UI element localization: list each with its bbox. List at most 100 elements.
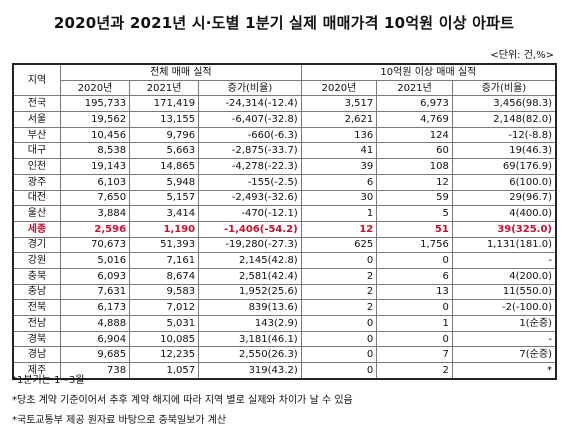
cell-region: 울산 [12, 205, 61, 222]
cell-bchg: -12(-8.8) [451, 126, 557, 144]
cell-a2020: 4,888 [59, 315, 131, 332]
table-body: 전국 195,733 171,419 -24,314(-12.4) 3,517 6,973… [12, 95, 557, 380]
cell-bchg: 1,131(181.0) [451, 236, 557, 254]
cell-a2020: 6,904 [59, 330, 131, 348]
cell-a2020: 7,650 [59, 189, 131, 207]
cell-bchg: 29(96.7) [451, 189, 557, 207]
cell-bchg: 39(325.0) [451, 220, 557, 238]
cell-b2021: 0 [376, 299, 453, 316]
header-group-1b: 10억원 이상 매매 실적 [300, 63, 557, 81]
cell-region: 충남 [12, 283, 61, 301]
cell-bchg: 1(순증) [451, 315, 557, 332]
cell-region: 전북 [12, 299, 61, 316]
cell-region: 충북 [12, 267, 61, 285]
cell-bchg: 2,148(82.0) [451, 111, 557, 128]
table-row: 대구 8,538 5,663 -2,875(-33.7) 41 60 19(46.3) [12, 142, 557, 160]
cell-b2020: 0 [300, 252, 378, 269]
table-row: 광주 6,103 5,948 -155(-2.5) 6 12 6(100.0) [12, 173, 557, 191]
note-period: *1분기는 1~3월 [12, 375, 85, 386]
cell-achg: -1,406(-54.2) [198, 220, 302, 238]
cell-a2021: 12,235 [129, 346, 200, 364]
cell-b2020: 3,517 [300, 95, 378, 113]
cell-region: 경북 [12, 330, 61, 348]
cell-a2021: 171,419 [129, 95, 200, 113]
cell-region: 경남 [12, 346, 61, 364]
cell-bchg: 4(400.0) [451, 205, 557, 222]
cell-b2020: 0 [300, 330, 378, 348]
cell-achg: -470(-12.1) [198, 205, 302, 222]
cell-a2021: 5,031 [129, 315, 200, 332]
table-row: 대전 7,650 5,157 -2,493(-32.6) 30 59 29(96.7) [12, 189, 557, 207]
cell-achg: 3,181(46.1) [198, 330, 302, 348]
header-all-2021: 2021년 [129, 79, 200, 97]
cell-region: 제주 [12, 362, 61, 380]
cell-a2020: 6,093 [59, 267, 131, 285]
cell-achg: 143(2.9) [198, 315, 302, 332]
cell-b2020: 0 [300, 346, 378, 364]
cell-b2020: 30 [300, 189, 378, 207]
table-row: 경남 9,685 12,235 2,550(26.3) 0 7 7(순증) [12, 346, 557, 364]
cell-a2021: 1,057 [129, 362, 200, 380]
cell-b2020: 625 [300, 236, 378, 254]
cell-a2021: 10,085 [129, 330, 200, 348]
cell-b2021: 2 [376, 362, 453, 380]
cell-bchg: 6(100.0) [451, 173, 557, 191]
cell-a2020: 70,673 [59, 236, 131, 254]
cell-bchg: 3,456(98.3) [451, 95, 557, 113]
document-title: 2020년과 2021년 시·도별 1분기 실제 매매가격 10억원 이상 아파… [53, 14, 515, 32]
cell-b2021: 1 [376, 315, 453, 332]
cell-achg: 1,952(25.6) [198, 283, 302, 301]
cell-b2020: 2 [300, 267, 378, 285]
cell-a2020: 6,103 [59, 173, 131, 191]
cell-a2020: 7,631 [59, 283, 131, 301]
cell-achg: -4,278(-22.3) [198, 158, 302, 175]
cell-region: 경기 [12, 236, 61, 254]
cell-b2020: 12 [300, 220, 378, 238]
cell-a2021: 5,157 [129, 189, 200, 207]
cell-region: 인천 [12, 158, 61, 175]
header-1b-change: 증가(비율) [451, 79, 557, 97]
table-row: 전남 4,888 5,031 143(2.9) 0 1 1(순증) [12, 315, 557, 332]
cell-b2020: 0 [300, 315, 378, 332]
cell-achg: 2,145(42.8) [198, 252, 302, 269]
cell-b2021: 59 [376, 189, 453, 207]
cell-b2021: 0 [376, 252, 453, 269]
cell-b2020: 41 [300, 142, 378, 160]
cell-b2021: 13 [376, 283, 453, 301]
table-row: 충북 6,093 8,674 2,581(42.4) 2 6 4(200.0) [12, 267, 557, 285]
table-row: 부산 10,456 9,796 -660(-6.3) 136 124 -12(-8.8) [12, 126, 557, 144]
cell-a2021: 9,583 [129, 283, 200, 301]
cell-achg: -2,875(-33.7) [198, 142, 302, 160]
table-row: 충남 7,631 9,583 1,952(25.6) 2 13 11(550.0) [12, 283, 557, 301]
table-row: 울산 3,884 3,414 -470(-12.1) 1 5 4(400.0) [12, 205, 557, 222]
cell-a2021: 9,796 [129, 126, 200, 144]
cell-achg: 2,581(42.4) [198, 267, 302, 285]
cell-achg: -155(-2.5) [198, 173, 302, 191]
cell-a2021: 8,674 [129, 267, 200, 285]
cell-a2020: 19,562 [59, 111, 131, 128]
cell-achg: -6,407(-32.8) [198, 111, 302, 128]
cell-region: 전국 [12, 95, 61, 113]
table-row: 전북 6,173 7,012 839(13.6) 2 0 -2(-100.0) [12, 299, 557, 316]
cell-bchg: * [451, 362, 557, 380]
cell-a2021: 51,393 [129, 236, 200, 254]
cell-a2020: 6,173 [59, 299, 131, 316]
cell-region: 대구 [12, 142, 61, 160]
cell-a2021: 14,865 [129, 158, 200, 175]
cell-b2021: 60 [376, 142, 453, 160]
cell-a2020: 3,884 [59, 205, 131, 222]
cell-region: 전남 [12, 315, 61, 332]
cell-region: 대전 [12, 189, 61, 207]
cell-a2020: 19,143 [59, 158, 131, 175]
cell-b2021: 7 [376, 346, 453, 364]
header-1b-2021: 2021년 [376, 79, 453, 97]
table-row: 경기 70,673 51,393 -19,280(-27.3) 625 1,756 1,13… [12, 236, 557, 254]
cell-a2021: 5,948 [129, 173, 200, 191]
cell-b2020: 39 [300, 158, 378, 175]
cell-a2021: 5,663 [129, 142, 200, 160]
cell-b2020: 136 [300, 126, 378, 144]
cell-region: 강원 [12, 252, 61, 269]
cell-b2021: 6 [376, 267, 453, 285]
unit-label: <단위: 건,%> [490, 50, 554, 61]
table-row: 강원 5,016 7,161 2,145(42.8) 0 0- [12, 252, 557, 269]
